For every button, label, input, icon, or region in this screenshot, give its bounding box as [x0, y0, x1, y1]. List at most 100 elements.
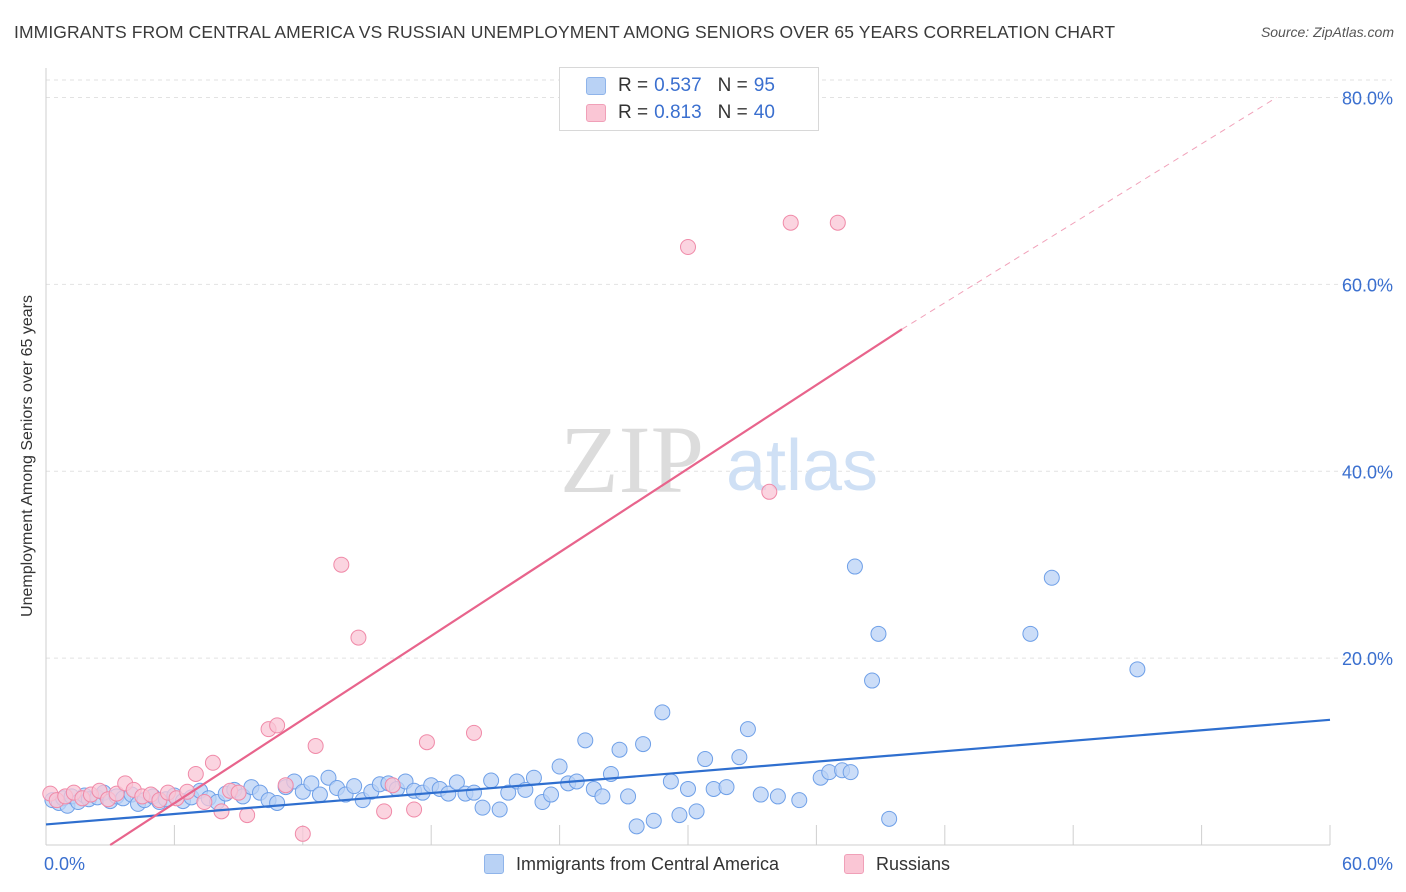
- immigrants-point: [551, 758, 568, 775]
- y-tick-label: 80.0%: [1342, 89, 1393, 109]
- immigrants-trend-line: [45, 718, 1331, 826]
- immigrants-point: [645, 812, 662, 829]
- bottom-legend-swatch-pink: [844, 854, 864, 874]
- immigrants-point: [594, 788, 611, 805]
- immigrants-point: [628, 818, 645, 835]
- russians-point: [239, 807, 256, 824]
- immigrants-point: [620, 788, 637, 805]
- legend-swatch-pink: [586, 104, 606, 122]
- bottom-legend-swatch-blue: [484, 854, 504, 874]
- immigrants-point: [881, 810, 898, 827]
- legend-n-label: N =: [717, 75, 748, 96]
- y-tick-label: 60.0%: [1342, 275, 1393, 295]
- immigrants-point: [697, 751, 714, 768]
- trend-lines: [45, 97, 1331, 846]
- immigrants-point: [269, 794, 286, 811]
- russians-trend-extension: [901, 97, 1277, 330]
- watermark-zip: ZIP: [560, 406, 704, 513]
- immigrants-point: [440, 785, 457, 802]
- immigrants-point: [543, 786, 560, 803]
- immigrants-point: [525, 769, 542, 786]
- legend-r-value: 0.813: [654, 102, 702, 123]
- immigrants-point: [474, 799, 491, 816]
- immigrants-point: [864, 672, 881, 689]
- immigrants-point: [611, 741, 628, 758]
- immigrants-point: [654, 704, 671, 721]
- russians-point: [761, 483, 778, 500]
- immigrants-point: [662, 773, 679, 790]
- russians-point: [384, 777, 401, 794]
- immigrants-point: [311, 786, 328, 803]
- immigrants-point: [671, 807, 688, 824]
- russians-point: [829, 214, 846, 231]
- watermark-atlas: atlas: [726, 426, 878, 506]
- legend-n-value: 40: [753, 102, 775, 123]
- legend-row-russians: R = 0.813 N = 40: [586, 100, 781, 126]
- legend-row-immigrants: R = 0.537 N = 95: [586, 73, 781, 99]
- immigrants-point: [320, 769, 337, 786]
- series-immigrants-points: [44, 558, 1146, 835]
- immigrants-point: [1129, 661, 1146, 678]
- immigrants-point: [842, 764, 859, 781]
- russians-point: [204, 754, 221, 771]
- immigrants-point: [688, 803, 705, 820]
- immigrants-point: [739, 721, 756, 738]
- russians-point: [307, 737, 324, 754]
- y-tick-label: 40.0%: [1342, 462, 1393, 482]
- immigrants-point: [752, 786, 769, 803]
- bottom-legend-immigrants: Immigrants from Central America: [484, 852, 779, 876]
- tick-labels: 20.0% 40.0% 60.0% 80.0% 0.0% 60.0%: [44, 89, 1393, 875]
- chart-title: IMMIGRANTS FROM CENTRAL AMERICA VS RUSSI…: [14, 22, 1116, 42]
- immigrants-point: [1043, 569, 1060, 586]
- legend-n-value: 95: [753, 75, 775, 96]
- russians-point: [277, 777, 294, 794]
- immigrants-point: [791, 792, 808, 809]
- immigrants-point: [718, 779, 735, 796]
- immigrants-point: [870, 625, 887, 642]
- russians-point: [406, 801, 423, 818]
- immigrants-point: [635, 736, 652, 753]
- legend-r-label: R =: [618, 102, 649, 123]
- bottom-legend-russians: Russians: [844, 852, 950, 876]
- immigrants-point: [303, 775, 320, 792]
- legend-swatch-blue: [586, 77, 606, 95]
- legend-r-label: R =: [618, 75, 649, 96]
- immigrants-point: [769, 788, 786, 805]
- immigrants-point: [466, 784, 482, 801]
- russians-point: [269, 717, 286, 734]
- immigrants-point: [680, 780, 696, 797]
- x-tick-label-min: 0.0%: [44, 854, 85, 874]
- russians-point: [680, 239, 696, 255]
- russians-point: [333, 556, 350, 573]
- russians-point: [196, 794, 213, 811]
- immigrants-point: [577, 732, 594, 749]
- legend-r-value: 0.537: [654, 75, 702, 96]
- correlation-legend: R = 0.537 N = 95 R = 0.813 N = 40: [559, 67, 819, 131]
- russians-point: [350, 629, 367, 646]
- russians-trend-line: [109, 328, 903, 846]
- russians-point: [466, 724, 482, 741]
- russians-point: [782, 214, 799, 231]
- immigrants-point: [346, 778, 363, 795]
- immigrants-point: [731, 749, 748, 766]
- russians-point: [418, 734, 435, 751]
- immigrants-point: [846, 558, 863, 575]
- immigrants-point: [491, 801, 508, 818]
- immigrants-point: [483, 772, 500, 789]
- immigrants-point: [1022, 625, 1039, 642]
- immigrants-point: [500, 784, 517, 801]
- series-russians-points: [42, 214, 846, 842]
- gridlines: [46, 79, 1392, 659]
- x-tick-label-max: 60.0%: [1342, 854, 1393, 874]
- legend-n-label: N =: [717, 102, 748, 123]
- bottom-legend-label: Russians: [876, 853, 951, 874]
- bottom-legend-label: Immigrants from Central America: [516, 853, 780, 874]
- y-tick-label: 20.0%: [1342, 649, 1393, 669]
- russians-point: [187, 765, 204, 782]
- russians-point: [179, 783, 196, 800]
- russians-point: [294, 825, 311, 842]
- russians-point: [108, 785, 125, 802]
- russians-point: [230, 784, 247, 801]
- russians-point: [376, 803, 393, 820]
